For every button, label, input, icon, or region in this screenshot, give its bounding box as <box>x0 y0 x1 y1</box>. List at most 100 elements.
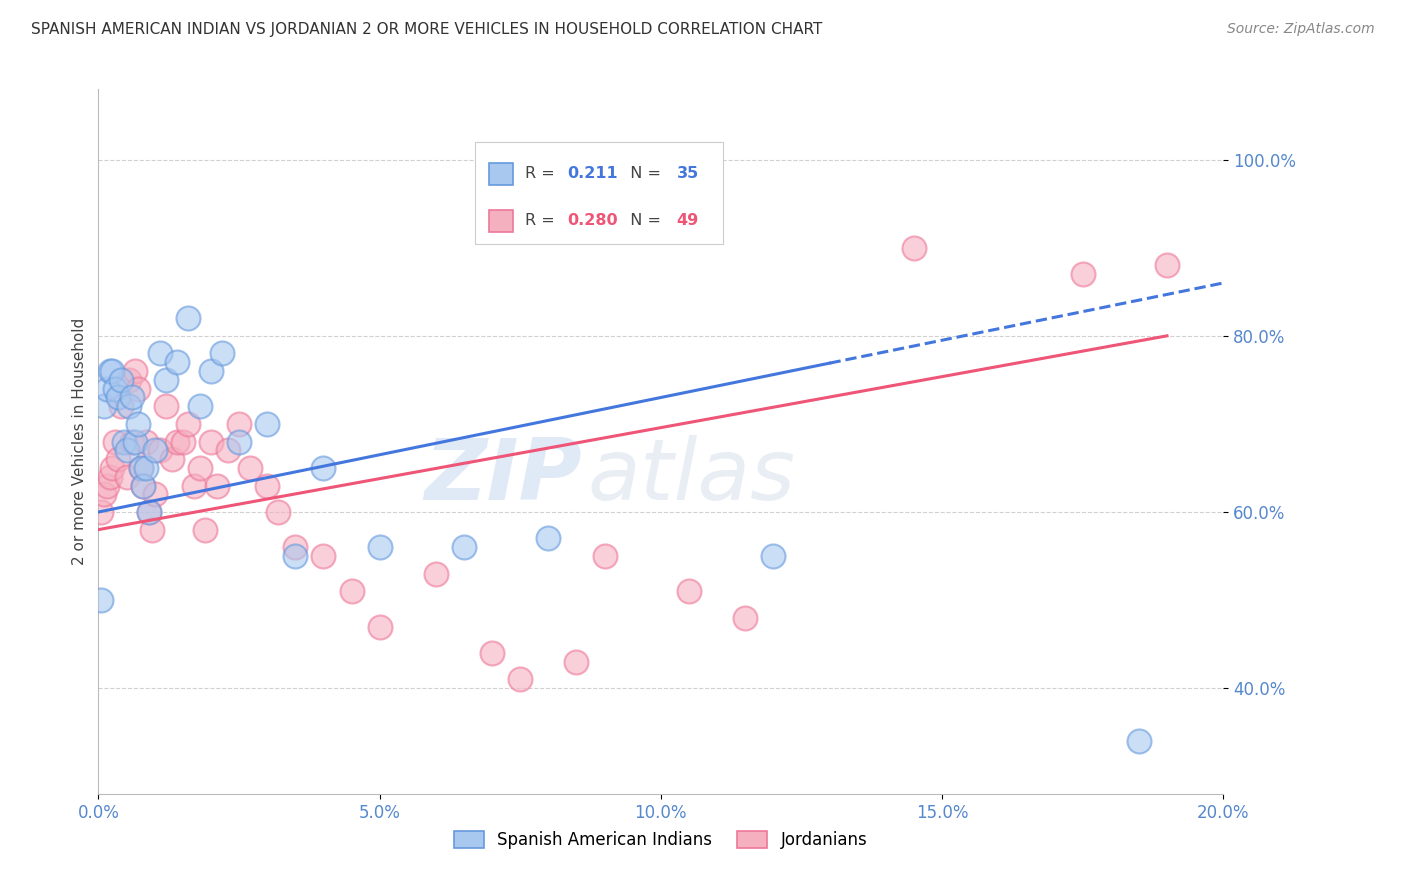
Point <box>188 461 211 475</box>
Point <box>256 417 278 431</box>
Point <box>762 549 785 563</box>
Point <box>200 434 222 449</box>
Point <box>127 382 149 396</box>
Text: 0.280: 0.280 <box>568 213 619 228</box>
Point <box>1071 267 1094 281</box>
Point <box>284 541 307 555</box>
Point <box>166 355 188 369</box>
Point <box>93 487 115 501</box>
Point <box>143 487 166 501</box>
Point <box>135 434 157 449</box>
Point <box>118 400 141 414</box>
Point <box>312 461 335 475</box>
Point <box>166 434 188 449</box>
Point <box>135 461 157 475</box>
Point <box>149 443 172 458</box>
Point <box>96 382 118 396</box>
Point <box>143 443 166 458</box>
Point <box>200 364 222 378</box>
Point <box>734 611 756 625</box>
Point <box>194 523 217 537</box>
Point <box>177 311 200 326</box>
Y-axis label: 2 or more Vehicles in Household: 2 or more Vehicles in Household <box>72 318 87 566</box>
Text: R =: R = <box>524 166 565 181</box>
Point <box>101 364 124 378</box>
Text: N =: N = <box>620 166 666 181</box>
Point <box>101 461 124 475</box>
Point <box>172 434 194 449</box>
Point <box>312 549 335 563</box>
Point <box>121 434 143 449</box>
Text: 49: 49 <box>676 213 699 228</box>
Point <box>217 443 239 458</box>
Point <box>267 505 290 519</box>
Point <box>537 532 560 546</box>
Point <box>593 549 616 563</box>
Text: 35: 35 <box>676 166 699 181</box>
Point <box>132 478 155 492</box>
Point <box>228 417 250 431</box>
Point <box>118 373 141 387</box>
FancyBboxPatch shape <box>475 142 723 244</box>
Point <box>453 541 475 555</box>
Point <box>104 434 127 449</box>
Text: atlas: atlas <box>588 435 796 518</box>
Point <box>211 346 233 360</box>
Text: R =: R = <box>524 213 560 228</box>
Point <box>110 400 132 414</box>
Point <box>115 443 138 458</box>
Point <box>368 619 391 633</box>
FancyBboxPatch shape <box>489 163 513 185</box>
Point <box>481 646 503 660</box>
Point <box>160 452 183 467</box>
Text: Source: ZipAtlas.com: Source: ZipAtlas.com <box>1227 22 1375 37</box>
Point <box>104 382 127 396</box>
Point <box>678 584 700 599</box>
Point <box>110 373 132 387</box>
Point <box>368 541 391 555</box>
Point <box>425 566 447 581</box>
FancyBboxPatch shape <box>489 210 513 232</box>
Point <box>1156 259 1178 273</box>
Point <box>141 523 163 537</box>
Point <box>155 373 177 387</box>
Point <box>107 452 129 467</box>
Point <box>155 400 177 414</box>
Text: ZIP: ZIP <box>425 435 582 518</box>
Point <box>124 364 146 378</box>
Point <box>93 400 115 414</box>
Point <box>90 505 112 519</box>
Point <box>205 478 228 492</box>
Point <box>121 391 143 405</box>
Text: SPANISH AMERICAN INDIAN VS JORDANIAN 2 OR MORE VEHICLES IN HOUSEHOLD CORRELATION: SPANISH AMERICAN INDIAN VS JORDANIAN 2 O… <box>31 22 823 37</box>
Point <box>149 346 172 360</box>
Point <box>138 505 160 519</box>
Point <box>340 584 363 599</box>
Point <box>228 434 250 449</box>
Text: N =: N = <box>620 213 666 228</box>
Point <box>239 461 262 475</box>
Point <box>96 478 118 492</box>
Point <box>188 400 211 414</box>
Point <box>177 417 200 431</box>
Point <box>132 478 155 492</box>
Point <box>127 417 149 431</box>
Legend: Spanish American Indians, Jordanians: Spanish American Indians, Jordanians <box>447 824 875 856</box>
Point <box>98 364 121 378</box>
Point <box>124 434 146 449</box>
Point <box>129 461 152 475</box>
Point <box>90 593 112 607</box>
Point <box>107 391 129 405</box>
Point <box>256 478 278 492</box>
Point <box>98 469 121 483</box>
Point <box>284 549 307 563</box>
Point <box>112 434 135 449</box>
Point <box>903 241 925 255</box>
Point <box>115 469 138 483</box>
Point <box>1128 734 1150 748</box>
Point <box>129 461 152 475</box>
Point <box>183 478 205 492</box>
Point <box>138 505 160 519</box>
Text: 0.211: 0.211 <box>568 166 619 181</box>
Point <box>509 673 531 687</box>
